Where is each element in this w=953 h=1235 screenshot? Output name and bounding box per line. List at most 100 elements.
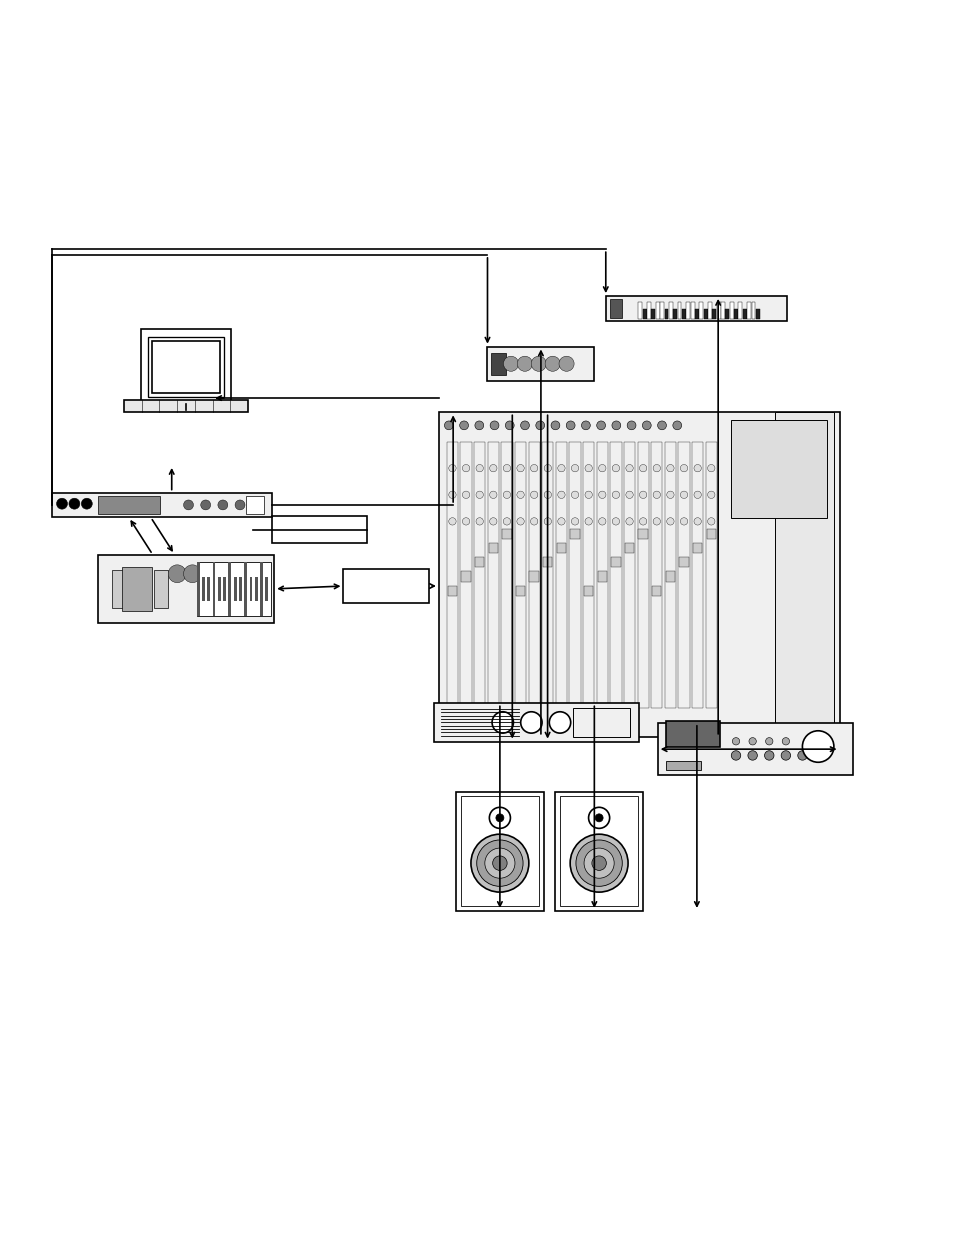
Circle shape (707, 464, 714, 472)
Bar (665, 572, 675, 582)
Circle shape (672, 421, 681, 430)
Bar (664, 309, 668, 319)
Bar (657, 722, 852, 776)
Circle shape (492, 711, 513, 734)
Circle shape (666, 492, 674, 499)
Bar (254, 577, 257, 601)
Circle shape (234, 500, 245, 510)
Circle shape (707, 517, 714, 525)
Circle shape (625, 492, 633, 499)
Circle shape (183, 500, 193, 510)
Circle shape (653, 464, 659, 472)
Circle shape (583, 848, 614, 878)
Bar (712, 309, 716, 319)
Circle shape (693, 517, 700, 525)
Bar (250, 577, 253, 601)
Circle shape (517, 464, 524, 472)
Circle shape (520, 711, 541, 734)
Bar (238, 577, 242, 601)
Circle shape (496, 814, 503, 821)
Bar (516, 585, 525, 595)
Bar (438, 412, 839, 737)
Circle shape (476, 492, 483, 499)
Circle shape (732, 737, 739, 745)
Circle shape (612, 464, 618, 472)
Bar (98, 495, 159, 514)
Circle shape (198, 564, 216, 583)
Bar (501, 529, 511, 538)
Bar (651, 442, 661, 708)
Bar (678, 442, 689, 708)
Bar (196, 562, 199, 616)
Circle shape (489, 492, 497, 499)
Bar (133, 569, 147, 608)
Circle shape (503, 517, 510, 525)
Circle shape (581, 421, 590, 430)
Bar (692, 543, 701, 553)
Bar (582, 442, 594, 708)
Circle shape (544, 356, 559, 372)
Circle shape (781, 737, 789, 745)
Circle shape (543, 464, 551, 472)
Bar (555, 792, 642, 911)
Circle shape (489, 464, 497, 472)
Circle shape (551, 421, 559, 430)
Circle shape (584, 492, 592, 499)
Circle shape (549, 711, 570, 734)
Bar (245, 495, 264, 514)
Bar (716, 301, 720, 319)
Circle shape (679, 517, 687, 525)
Bar (775, 412, 833, 737)
Circle shape (612, 517, 618, 525)
Bar (734, 309, 738, 319)
Bar (529, 572, 538, 582)
Bar (122, 567, 152, 611)
Circle shape (570, 834, 627, 892)
Bar (652, 585, 660, 595)
Circle shape (448, 517, 456, 525)
Bar (475, 557, 484, 567)
Bar (217, 577, 220, 601)
Circle shape (693, 464, 700, 472)
Bar (559, 797, 638, 906)
Circle shape (462, 517, 469, 525)
Bar (487, 442, 498, 708)
Circle shape (448, 464, 456, 472)
Circle shape (801, 731, 833, 762)
Circle shape (505, 421, 514, 430)
Circle shape (490, 421, 498, 430)
Bar (148, 337, 224, 396)
Circle shape (530, 492, 537, 499)
Circle shape (653, 517, 659, 525)
Bar (638, 529, 647, 538)
Bar (724, 309, 728, 319)
Circle shape (69, 498, 80, 509)
Bar (573, 708, 630, 737)
Bar (202, 577, 205, 601)
Bar (679, 557, 688, 567)
Circle shape (531, 356, 546, 372)
Circle shape (517, 356, 532, 372)
Bar (244, 562, 247, 616)
Circle shape (797, 751, 806, 761)
Circle shape (571, 517, 578, 525)
Circle shape (747, 751, 757, 761)
Bar (597, 572, 606, 582)
Circle shape (576, 840, 621, 887)
Bar (460, 442, 471, 708)
Circle shape (484, 848, 515, 878)
Bar (223, 577, 226, 601)
Circle shape (558, 356, 574, 372)
Bar (542, 557, 552, 567)
Circle shape (543, 492, 551, 499)
Bar (447, 585, 456, 595)
Bar (646, 301, 650, 319)
Bar (729, 301, 733, 319)
Circle shape (543, 517, 551, 525)
Circle shape (591, 856, 606, 871)
Bar (637, 442, 648, 708)
Circle shape (252, 500, 262, 510)
Circle shape (598, 517, 605, 525)
Circle shape (489, 517, 497, 525)
Bar (681, 309, 685, 319)
